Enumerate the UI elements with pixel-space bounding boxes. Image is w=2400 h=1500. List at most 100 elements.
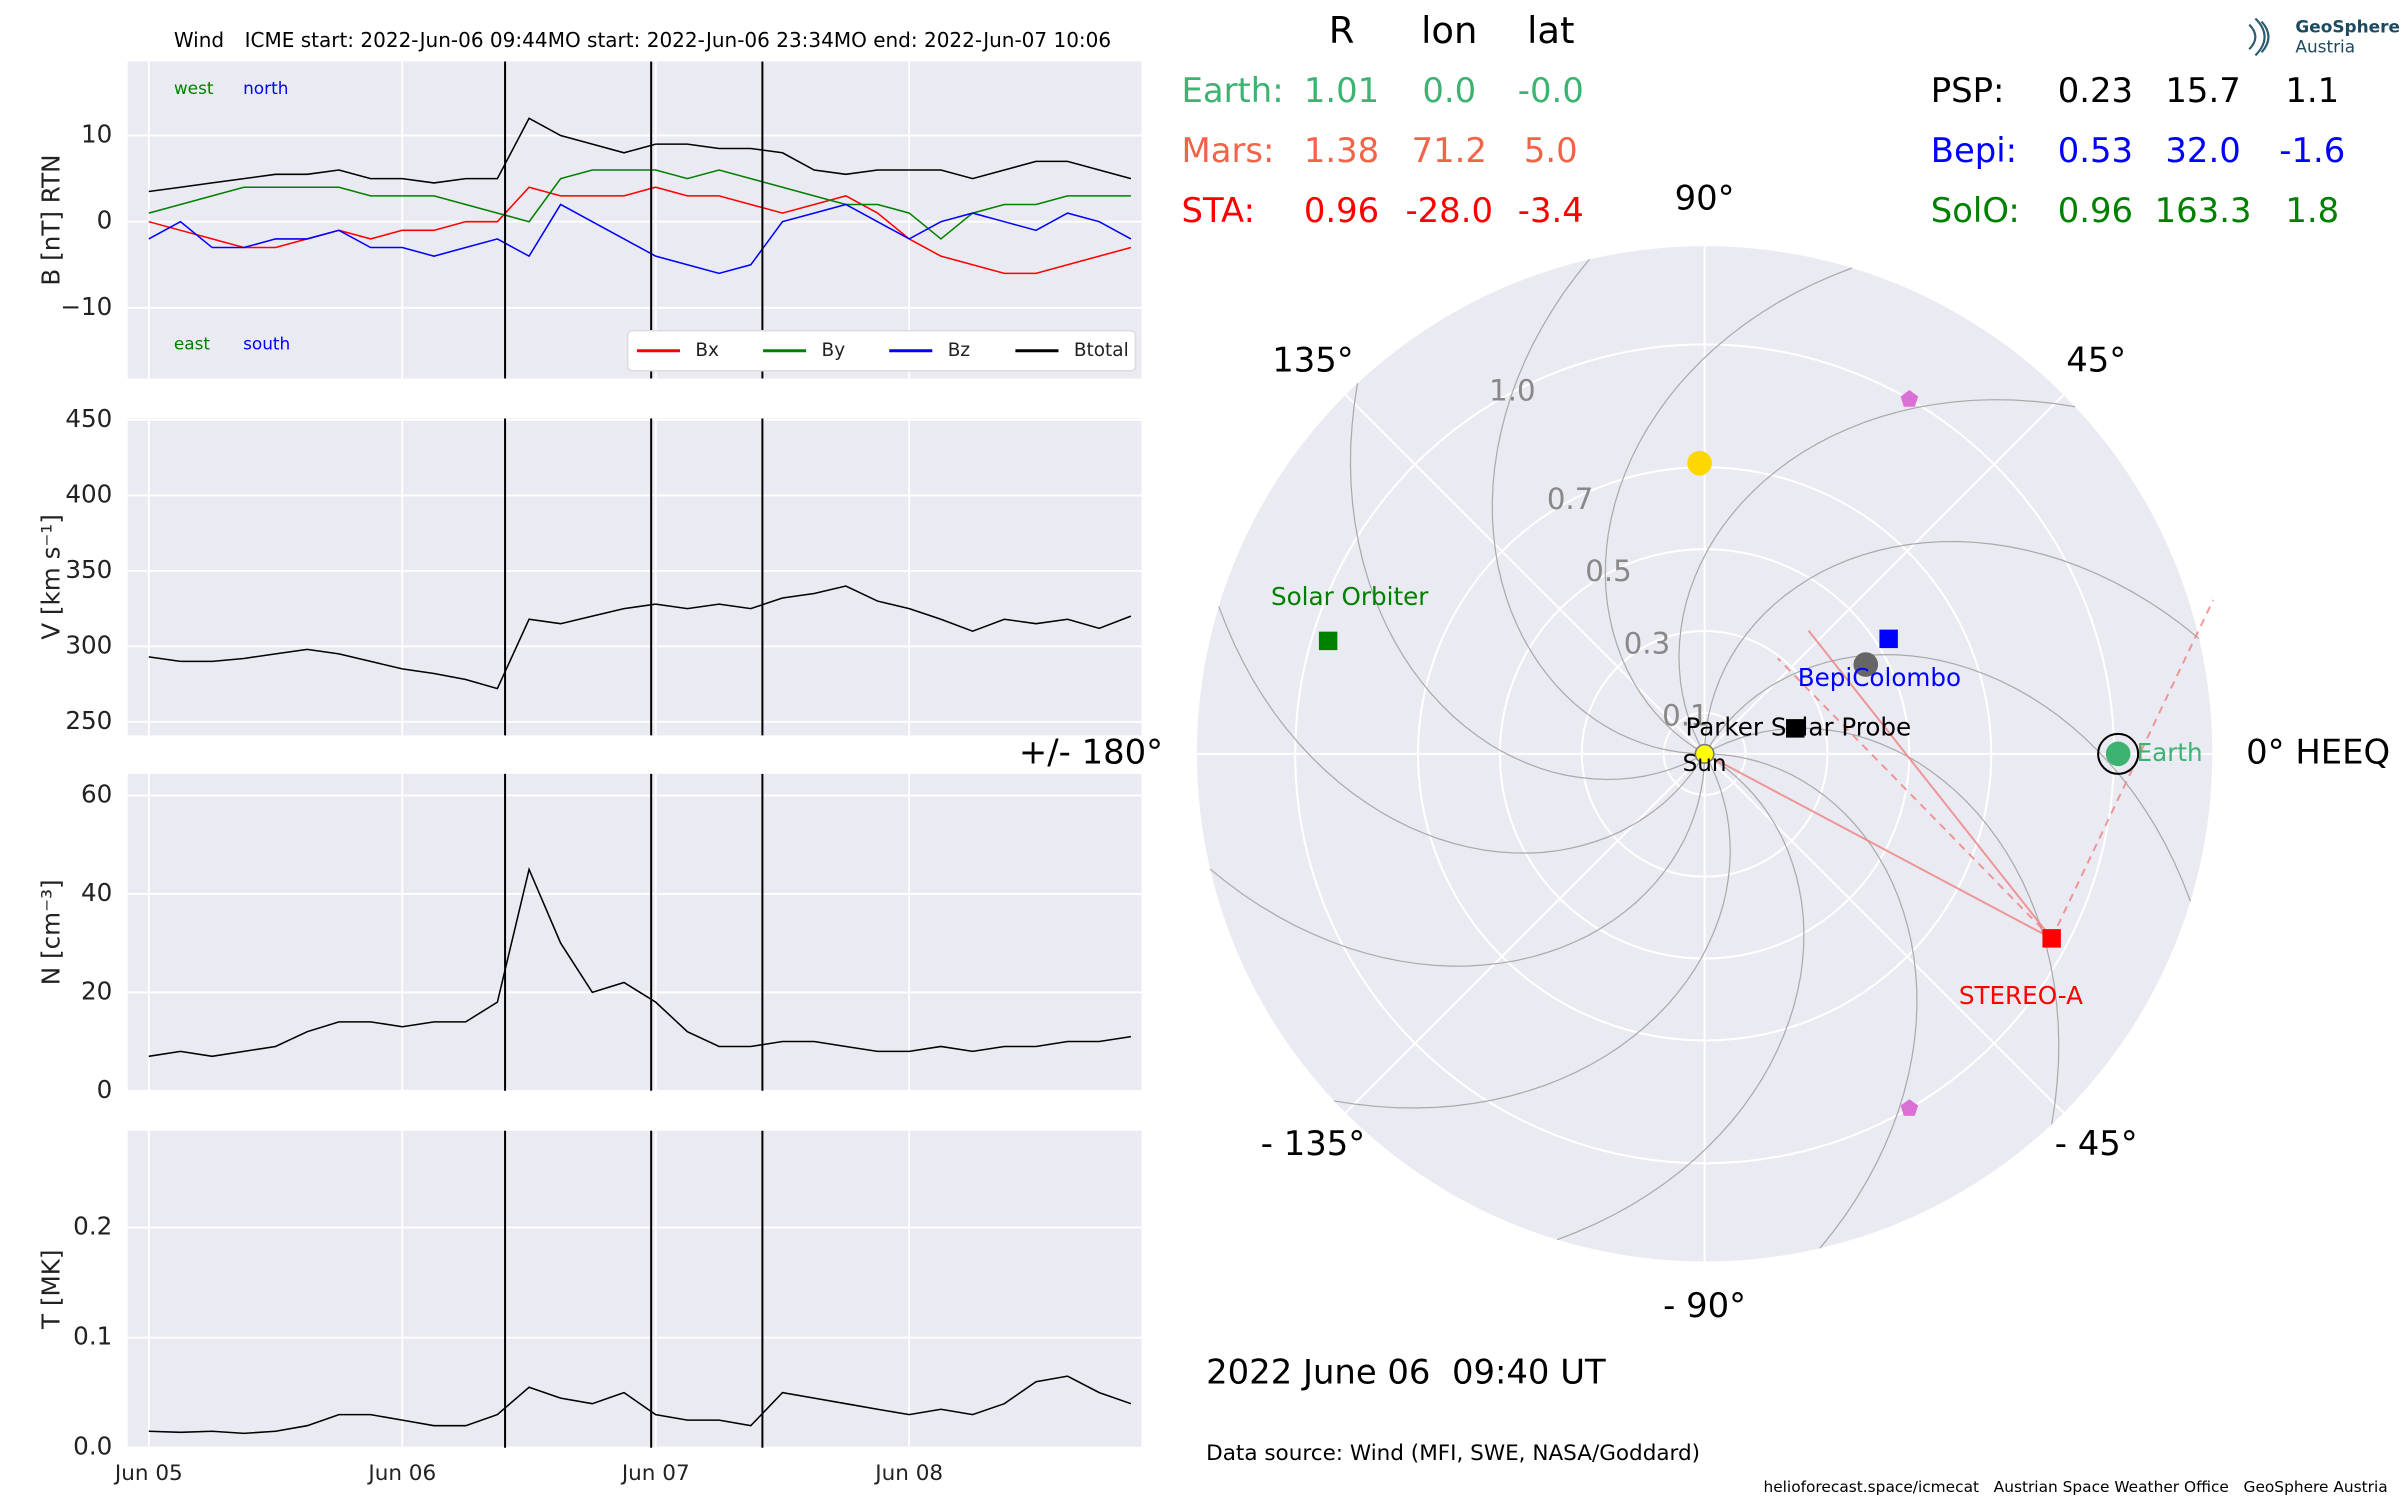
plot-background	[127, 418, 1142, 736]
table-value: 1.8	[2285, 191, 2339, 230]
y-tick-label: 250	[65, 706, 112, 735]
parker-spiral	[1491, 258, 1705, 755]
parker-spiral	[1704, 753, 1918, 1249]
event-label: MO end: 2022-Jun-07 10:06	[834, 28, 1111, 52]
theta-grid-line	[1703, 394, 2065, 755]
sun-label: Sun	[1683, 751, 1727, 777]
table-header: lat	[1527, 9, 1574, 52]
body-ring	[2097, 732, 2140, 775]
plot-background	[127, 1130, 1142, 1448]
annotation: west	[174, 78, 214, 98]
x-tick-label: Jun 06	[366, 1461, 436, 1486]
theta-tick-label: 45°	[2066, 341, 2126, 380]
y-tick-label: 450	[65, 404, 112, 433]
parker-spiral	[1704, 653, 2192, 902]
y-tick-label: 0.2	[73, 1212, 112, 1241]
body-marker	[1786, 719, 1805, 738]
table-value: 15.7	[2165, 71, 2240, 110]
r-tick-label: 0.7	[1547, 482, 1593, 516]
parker-spiral	[1557, 753, 1805, 1241]
table-name: PSP:	[1931, 71, 2005, 110]
data-line	[148, 866, 1132, 1058]
x-tick-label: Jun 05	[113, 1461, 183, 1486]
theta-tick-label: 135°	[1272, 341, 1353, 380]
y-tick-label: 60	[81, 779, 112, 808]
x-tick-label: Jun 08	[873, 1461, 943, 1486]
y-axis-label: B [nT] RTN	[36, 154, 65, 285]
parker-spiral	[1349, 383, 1705, 781]
table-value: -0.0	[1518, 71, 1584, 110]
theta-tick-label: 0° HEEQ	[2246, 732, 2390, 771]
body-marker	[1879, 629, 1898, 649]
table-value: 71.2	[1412, 131, 1487, 170]
plot-background	[127, 61, 1142, 379]
table-value: 0.96	[2058, 191, 2133, 230]
table-value: -28.0	[1405, 191, 1493, 230]
y-tick-label: 40	[81, 878, 112, 907]
x-tick-label: Jun 07	[620, 1461, 690, 1486]
legend-label: Btotal	[1074, 340, 1129, 361]
marker	[1900, 390, 1919, 407]
y-tick-label: 0.1	[73, 1322, 112, 1351]
y-tick-label: 20	[81, 976, 112, 1005]
body-label: BepiColombo	[1798, 663, 1961, 692]
theta-grid-line	[1344, 394, 1706, 755]
theta-tick-label: - 90°	[1663, 1286, 1746, 1325]
theta-grid-line	[1344, 753, 1706, 1114]
chart-title: Wind	[174, 28, 224, 52]
annotation: north	[243, 78, 288, 98]
table-value: -3.4	[1518, 191, 1584, 230]
parker-spiral	[1209, 753, 1706, 967]
table-value: 1.01	[1304, 71, 1379, 110]
theta-tick-label: +/- 180°	[1019, 732, 1163, 771]
annotation: east	[174, 334, 211, 354]
theta-grid-line	[1703, 753, 2065, 1114]
fov-line	[1704, 752, 2053, 940]
event-label: ICME start: 2022-Jun-06 09:44	[245, 28, 548, 52]
parker-spiral	[1604, 267, 1853, 755]
table-value: 0.0	[1422, 71, 1476, 110]
marker	[1853, 652, 1879, 677]
parker-spirals	[1209, 258, 2200, 1249]
parker-spiral	[1333, 753, 1731, 1109]
logo: GeoSphere Austria	[2248, 17, 2400, 57]
body-label: Earth	[2137, 738, 2203, 767]
table-name: SolO:	[1931, 191, 2020, 230]
y-tick-label: 300	[65, 630, 112, 659]
r-tick-label: 1.0	[1489, 373, 1535, 407]
annotation: south	[243, 334, 290, 354]
y-axis-label: V [km s⁻¹]	[36, 514, 65, 640]
table-value: 1.1	[2285, 71, 2339, 110]
time-label: 2022 June 06 09:40 UT	[1206, 1352, 1606, 1391]
body-label: Parker Solar Probe	[1685, 712, 1911, 741]
table-header: R	[1329, 9, 1355, 52]
logo-subtitle: Austria	[2295, 37, 2355, 57]
body-label: STEREO-A	[1959, 981, 2083, 1010]
legend-label: Bx	[695, 340, 719, 361]
marker	[1900, 1099, 1919, 1116]
parker-spiral	[1218, 606, 1706, 854]
data-line	[148, 169, 1131, 240]
y-tick-label: 0	[97, 1075, 113, 1104]
table-name: Bepi:	[1931, 131, 2017, 170]
body-marker	[2105, 741, 2131, 767]
parker-spiral	[1704, 727, 2060, 1125]
table-value: 0.96	[1304, 191, 1379, 230]
logo-icon	[2248, 17, 2270, 57]
table-header: lon	[1421, 9, 1477, 52]
logo-title: GeoSphere	[2295, 17, 2400, 37]
credits: helioforecast.space/icmecat Austrian Spa…	[1763, 1478, 2387, 1496]
table-value: 32.0	[2165, 131, 2240, 170]
data-line	[148, 203, 1132, 275]
data-source: Data source: Wind (MFI, SWE, NASA/Goddar…	[1206, 1441, 1700, 1466]
r-tick-label: 0.5	[1585, 554, 1631, 588]
data-line	[148, 1375, 1132, 1435]
table-value: 1.38	[1304, 131, 1379, 170]
y-tick-label: 0	[97, 206, 113, 235]
theta-tick-label: - 45°	[2055, 1124, 2138, 1163]
body-label: Solar Orbiter	[1271, 582, 1429, 611]
event-label: MO start: 2022-Jun-06 23:34	[548, 28, 834, 52]
parker-spiral	[1678, 399, 2076, 755]
